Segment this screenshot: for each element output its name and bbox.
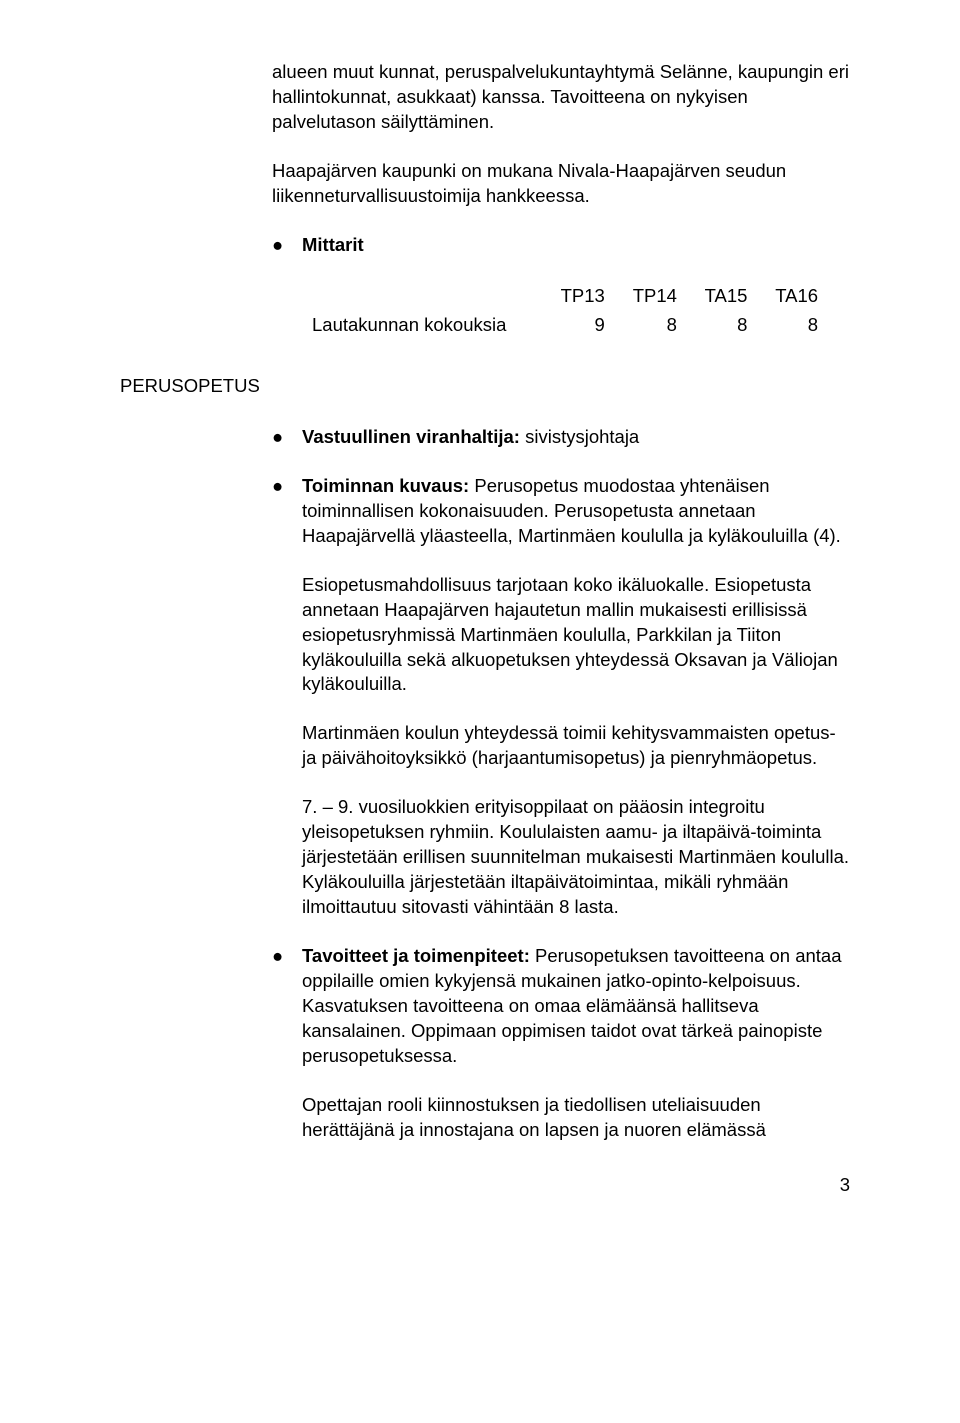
mittarit-bullet: ● Mittarit xyxy=(120,233,850,258)
bullet-toiminnan: ● Toiminnan kuvaus: Perusopetus muodosta… xyxy=(120,474,850,549)
table-header-cell: TP13 xyxy=(543,282,615,311)
table-cell: 8 xyxy=(757,311,828,340)
bullet-icon: ● xyxy=(272,474,302,499)
mittarit-table: TP13 TP14 TA15 TA16 Lautakunnan kokouksi… xyxy=(302,282,828,340)
table-cell: 9 xyxy=(543,311,615,340)
mittarit-label: Mittarit xyxy=(302,233,364,258)
bullet-content: Toiminnan kuvaus: Perusopetus muodostaa … xyxy=(302,474,850,549)
table-header-cell: TA15 xyxy=(687,282,758,311)
bullet-text: sivistysjohtaja xyxy=(520,426,639,447)
toiminnan-p2: Esiopetusmahdollisuus tarjotaan koko ikä… xyxy=(120,573,850,698)
bullet-tavoitteet: ● Tavoitteet ja toimenpiteet: Perusopetu… xyxy=(120,944,850,1069)
bullet-label: Vastuullinen viranhaltija: xyxy=(302,426,520,447)
table-header-cell xyxy=(302,282,543,311)
table-header-cell: TP14 xyxy=(615,282,687,311)
document-page: alueen muut kunnat, peruspalvelukuntayht… xyxy=(0,0,960,1248)
bullet-label: Toiminnan kuvaus: xyxy=(302,475,469,496)
table-cell: 8 xyxy=(615,311,687,340)
table-cell-label: Lautakunnan kokouksia xyxy=(302,311,543,340)
table-row: Lautakunnan kokouksia 9 8 8 8 xyxy=(302,311,828,340)
bullet-icon: ● xyxy=(272,425,302,450)
bullet-icon: ● xyxy=(272,233,302,258)
bullet-content: Vastuullinen viranhaltija: sivistysjohta… xyxy=(302,425,850,450)
toiminnan-p4: 7. – 9. vuosiluokkien erityisoppilaat on… xyxy=(120,795,850,920)
table-cell: 8 xyxy=(687,311,758,340)
bullet-label: Tavoitteet ja toimenpiteet: xyxy=(302,945,530,966)
table-header-row: TP13 TP14 TA15 TA16 xyxy=(302,282,828,311)
bullet-content: Tavoitteet ja toimenpiteet: Perusopetuks… xyxy=(302,944,850,1069)
intro-paragraph-1: alueen muut kunnat, peruspalvelukuntayht… xyxy=(120,60,850,135)
tavoitteet-p2: Opettajan rooli kiinnostuksen ja tiedoll… xyxy=(120,1093,850,1143)
toiminnan-p3: Martinmäen koulun yhteydessä toimii kehi… xyxy=(120,721,850,771)
mittarit-table-wrap: TP13 TP14 TA15 TA16 Lautakunnan kokouksi… xyxy=(120,282,850,340)
intro-paragraph-2: Haapajärven kaupunki on mukana Nivala-Ha… xyxy=(120,159,850,209)
page-number: 3 xyxy=(120,1173,850,1198)
section-heading-perusopetus: PERUSOPETUS xyxy=(120,374,850,399)
table-header-cell: TA16 xyxy=(757,282,828,311)
bullet-icon: ● xyxy=(272,944,302,969)
bullet-vastuullinen: ● Vastuullinen viranhaltija: sivistysjoh… xyxy=(120,425,850,450)
